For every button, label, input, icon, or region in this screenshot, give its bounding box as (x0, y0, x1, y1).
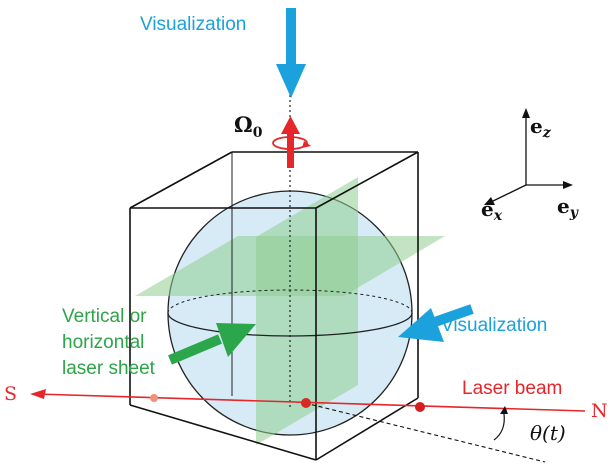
axis-ey-sub: y (569, 205, 579, 221)
visualization-top-label: Visualization (140, 14, 246, 35)
theta-label: θ(t) (530, 421, 566, 445)
visualization-side-arrow (398, 304, 474, 342)
north-label: N (591, 400, 608, 422)
cube-edges (129, 151, 419, 461)
coordinate-axes (484, 108, 573, 205)
theta-angle-arc (493, 406, 508, 441)
south-label: S (4, 383, 17, 405)
omega-subscript: 0 (253, 125, 263, 141)
omega-label: Ω0 (234, 112, 263, 141)
axis-ex-label: ex (481, 197, 503, 224)
laser-sheet-label-line3: laser sheet (62, 358, 156, 379)
laser-beam (30, 389, 586, 412)
omega-symbol: Ω (234, 112, 253, 137)
axis-ez-label: ez (530, 114, 552, 141)
angle-reference-line (304, 402, 546, 463)
axis-ey-main: e (557, 194, 570, 218)
laser-sheet-label-line1: Vertical or (62, 306, 147, 327)
vertical-laser-sheet (256, 177, 358, 445)
laser-beam-label: Laser beam (462, 378, 562, 399)
visualization-side-label: Visualization (441, 315, 547, 336)
axis-ey-label: ey (557, 194, 579, 221)
laser-spot-right (415, 402, 425, 412)
visualization-top-arrow (276, 8, 306, 98)
laser-spot-center (301, 398, 311, 408)
laser-sheet-arrow (168, 323, 256, 365)
axis-ez-main: e (530, 114, 543, 138)
laser-sheet-label-line2: horizontal (62, 332, 144, 353)
axis-ex-sub: x (493, 208, 503, 224)
axis-ez-sub: z (542, 125, 552, 141)
axis-ex-main: e (481, 197, 494, 221)
rotation-omega-arrow (272, 116, 311, 168)
laser-spot-left (150, 394, 158, 402)
